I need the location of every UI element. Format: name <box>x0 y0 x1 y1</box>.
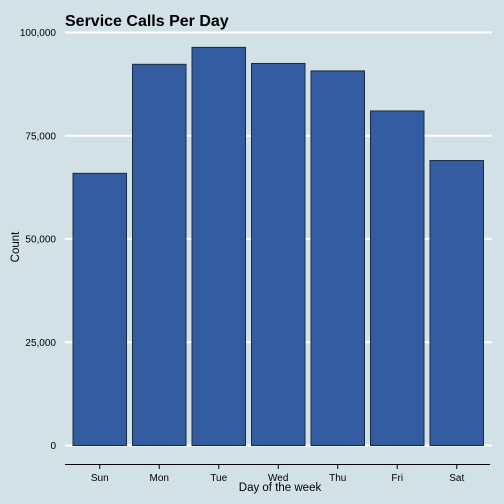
x-tick-label: Sat <box>449 473 464 484</box>
bar-tue <box>191 46 246 446</box>
chart-title: Service Calls Per Day <box>65 13 229 30</box>
x-axis-title: Day of the week <box>239 482 322 494</box>
y-tick-label: 100,000 <box>20 28 57 39</box>
bar-sun <box>72 172 127 446</box>
y-axis-ticks: 0 25,000 50,000 75,000 100,000 <box>20 28 57 452</box>
x-tick-label: Fri <box>391 473 403 484</box>
x-tick-label: Sun <box>91 473 109 484</box>
y-axis-title: Count <box>10 231 22 262</box>
x-tick-label: Mon <box>150 473 169 484</box>
y-tick-label: 0 <box>50 441 56 452</box>
x-tick-label: Thu <box>329 473 346 484</box>
bars <box>72 46 484 447</box>
bar-thu <box>310 70 365 446</box>
bar-wed <box>251 62 306 446</box>
x-tick-label: Wed <box>268 473 288 484</box>
bar-sat <box>429 160 484 446</box>
x-tick-label: Tue <box>210 473 227 484</box>
bar-fri <box>370 110 425 446</box>
y-tick-label: 50,000 <box>25 235 56 246</box>
bar-mon <box>132 63 187 447</box>
y-tick-label: 25,000 <box>25 338 56 349</box>
x-axis-ticks: Sun Mon Tue Wed Thu Fri Sat <box>91 464 464 484</box>
y-tick-label: 75,000 <box>25 131 56 142</box>
